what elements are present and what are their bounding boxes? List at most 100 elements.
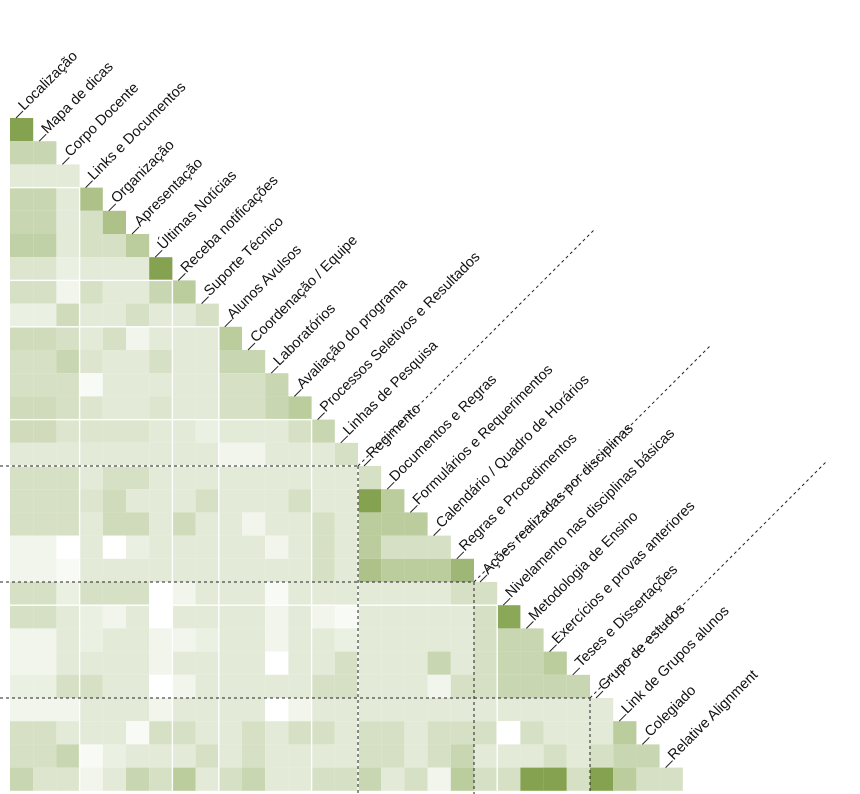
- heatmap-cell: [126, 651, 150, 675]
- heatmap-cell: [218, 489, 242, 513]
- heatmap-cell: [242, 373, 266, 397]
- heatmap-cell: [79, 280, 103, 304]
- heatmap-cell: [79, 558, 103, 582]
- heatmap-cell: [195, 373, 219, 397]
- label-tick: [526, 621, 534, 629]
- label-tick: [618, 713, 627, 722]
- heatmap-cell: [218, 535, 242, 559]
- heatmap-cell: [149, 512, 173, 536]
- heatmap-cell: [33, 744, 57, 768]
- heatmap-cell: [427, 535, 451, 559]
- heatmap-cell: [172, 303, 196, 327]
- heatmap-cell: [543, 674, 567, 698]
- heatmap-cell: [427, 582, 451, 606]
- label-tick: [131, 226, 140, 235]
- label-tick: [479, 574, 488, 583]
- heatmap-cell: [56, 326, 80, 350]
- heatmap-cell: [195, 605, 219, 629]
- heatmap-cell: [10, 350, 34, 374]
- label-tick: [317, 412, 325, 420]
- heatmap-cell: [288, 466, 312, 490]
- heatmap-cell: [334, 651, 358, 675]
- heatmap-cell: [56, 396, 80, 420]
- heatmap-cell: [195, 350, 219, 374]
- heatmap-cell: [56, 164, 80, 188]
- heatmap-cell: [381, 628, 405, 652]
- heatmap-cell: [311, 767, 335, 791]
- heatmap-cell: [102, 489, 126, 513]
- heatmap-cell: [33, 442, 57, 466]
- heatmap-cell: [102, 767, 126, 791]
- heatmap-cell: [474, 628, 498, 652]
- label-tick: [363, 458, 372, 467]
- heatmap-cell: [126, 350, 150, 374]
- heatmap-cell: [56, 698, 80, 722]
- heatmap-cell: [404, 605, 428, 629]
- heatmap-cell: [126, 628, 150, 652]
- block-gridline-v: [496, 605, 498, 791]
- heatmap-cell: [358, 698, 382, 722]
- heatmap-cell: [242, 767, 266, 791]
- heatmap-cell: [195, 744, 219, 768]
- heatmap-cell: [56, 303, 80, 327]
- heatmap-cell: [358, 628, 382, 652]
- heatmap-cell: [381, 535, 405, 559]
- heatmap-cell: [33, 326, 57, 350]
- heatmap-cell: [520, 721, 544, 745]
- heatmap-cell: [497, 744, 521, 768]
- block-gridline-h: [10, 279, 173, 282]
- heatmap-cell: [79, 303, 103, 327]
- heatmap-cell: [450, 674, 474, 698]
- heatmap-cell: [311, 489, 335, 513]
- heatmap-cell: [10, 605, 34, 629]
- heatmap-cell: [450, 582, 474, 606]
- heatmap-cell: [288, 419, 312, 443]
- heatmap-cell: [288, 674, 312, 698]
- block-gridline-h: [10, 604, 498, 606]
- heatmap-cell: [218, 419, 242, 443]
- heatmap-cell: [10, 141, 34, 165]
- heatmap-cell: [404, 628, 428, 652]
- heatmap-cell: [404, 744, 428, 768]
- heatmap-cell: [102, 628, 126, 652]
- heatmap-cell: [79, 535, 103, 559]
- heatmap-cell: [79, 674, 103, 698]
- heatmap-cell: [126, 280, 150, 304]
- heatmap-cell: [358, 582, 382, 606]
- label-tick: [340, 435, 349, 444]
- heatmap-cell: [311, 721, 335, 745]
- heatmap-cell: [172, 558, 196, 582]
- heatmap-cell: [33, 767, 57, 791]
- heatmap-cell: [265, 698, 289, 722]
- heatmap-cell: [311, 744, 335, 768]
- heatmap-cell: [497, 628, 521, 652]
- heatmap-cell: [149, 535, 173, 559]
- label-tick: [224, 319, 233, 328]
- heatmap-cell: [358, 466, 382, 490]
- heatmap-cell: [10, 326, 34, 350]
- heatmap-cell: [566, 674, 590, 698]
- heatmap-cell: [520, 651, 544, 675]
- heatmap-cell: [242, 489, 266, 513]
- heatmap-cell: [474, 651, 498, 675]
- heatmap-cell: [520, 628, 544, 652]
- label-tick: [665, 760, 673, 768]
- heatmap-cell: [474, 767, 498, 791]
- heatmap-cell: [102, 442, 126, 466]
- heatmap-cell: [311, 535, 335, 559]
- heatmap-cell: [79, 442, 103, 466]
- heatmap-cell: [79, 512, 103, 536]
- heatmap-cell: [102, 651, 126, 675]
- heatmap-cell: [450, 558, 474, 582]
- heatmap-cell: [265, 744, 289, 768]
- heatmap-cell: [126, 419, 150, 443]
- heatmap-cell: [450, 651, 474, 675]
- block-gridline-v: [171, 280, 174, 791]
- heatmap-cell: [543, 651, 567, 675]
- heatmap-cell: [172, 535, 196, 559]
- heatmap-cell: [404, 721, 428, 745]
- heatmap-cell: [10, 257, 34, 281]
- heatmap-cell: [218, 582, 242, 606]
- heatmap-cell: [427, 651, 451, 675]
